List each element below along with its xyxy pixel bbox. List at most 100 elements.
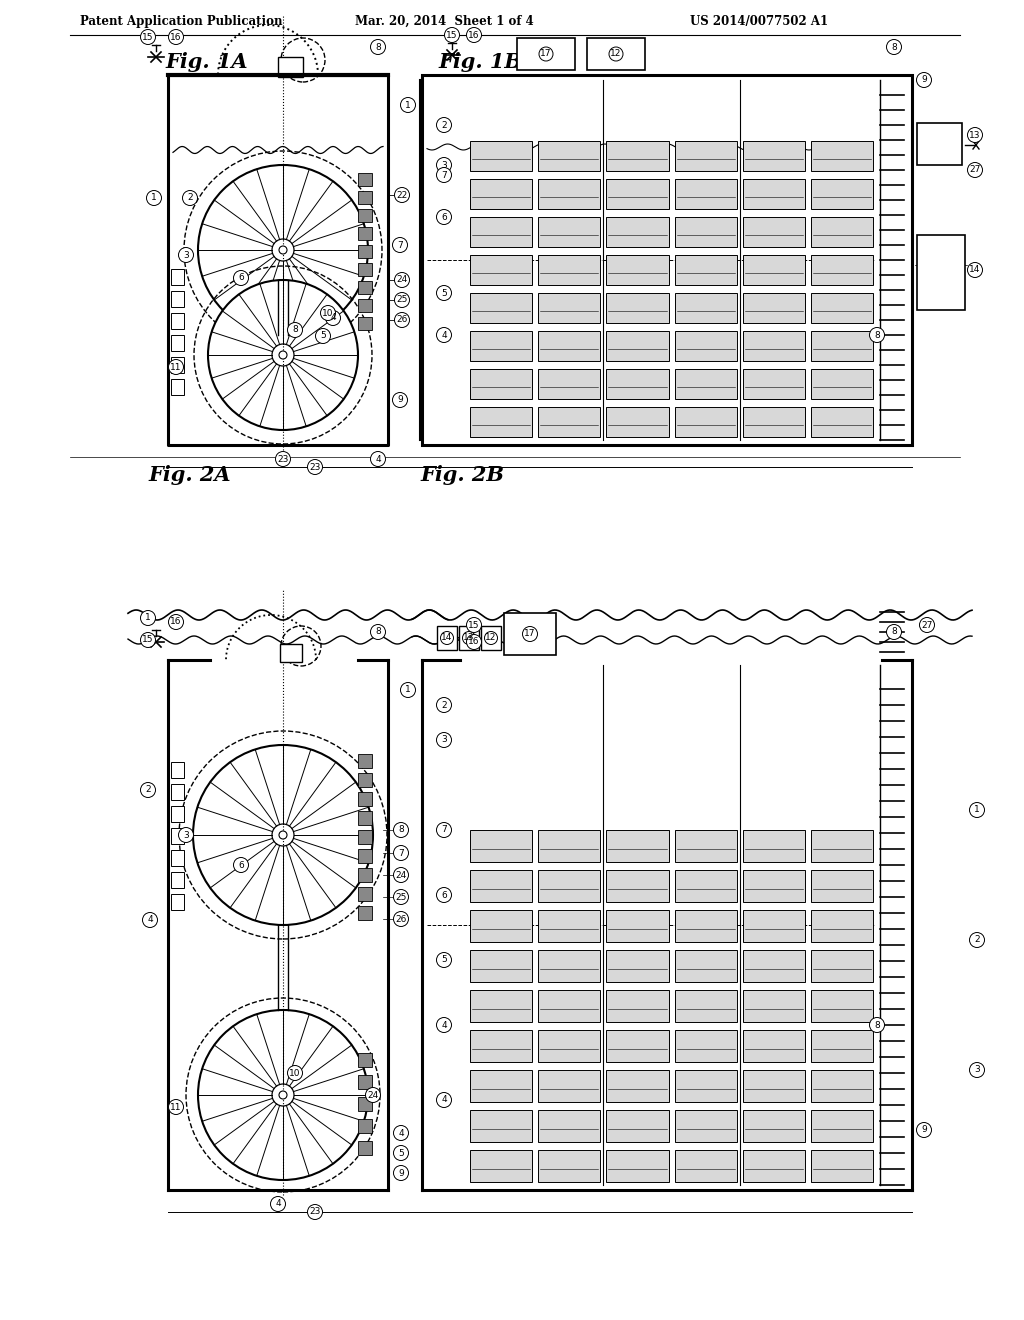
Bar [470, 950, 532, 982]
Text: 12: 12 [610, 49, 622, 58]
Bar [675, 1110, 736, 1142]
Text: 10: 10 [323, 309, 334, 318]
Text: 4: 4 [441, 1020, 446, 1030]
Bar [539, 909, 600, 942]
Text: 11: 11 [170, 1102, 181, 1111]
Text: 3: 3 [974, 1065, 980, 1074]
Circle shape [400, 682, 416, 697]
Circle shape [279, 1092, 287, 1100]
Text: 16: 16 [170, 618, 181, 627]
Text: 8: 8 [398, 825, 403, 834]
Text: 4: 4 [441, 1096, 446, 1105]
Text: 9: 9 [397, 396, 402, 404]
Circle shape [140, 29, 156, 45]
Circle shape [609, 48, 623, 61]
Bar [811, 830, 873, 862]
Bar [606, 255, 669, 285]
Bar [742, 407, 805, 437]
Bar [539, 830, 600, 862]
Bar [539, 370, 600, 399]
Circle shape [869, 1018, 885, 1032]
Text: 16: 16 [170, 33, 181, 41]
Text: 23: 23 [309, 462, 321, 471]
Bar [358, 849, 372, 863]
Circle shape [436, 327, 452, 342]
Bar [358, 810, 372, 825]
Bar [358, 869, 372, 882]
Bar [742, 216, 805, 247]
Circle shape [970, 932, 984, 948]
Circle shape [392, 238, 408, 252]
Text: Fig. 1A: Fig. 1A [165, 51, 248, 73]
Bar [675, 1030, 736, 1063]
Circle shape [436, 822, 452, 837]
Bar [811, 407, 873, 437]
Text: 5: 5 [321, 331, 326, 341]
Bar [606, 331, 669, 360]
Bar [539, 255, 600, 285]
Bar [675, 909, 736, 942]
Bar [811, 331, 873, 360]
Circle shape [392, 392, 408, 408]
Bar [358, 227, 372, 240]
Bar [811, 293, 873, 323]
Circle shape [279, 832, 287, 840]
Bar [675, 216, 736, 247]
Bar [470, 407, 532, 437]
Bar [470, 870, 532, 902]
Bar [470, 255, 532, 285]
Bar [171, 356, 184, 374]
Text: 24: 24 [395, 870, 407, 879]
Bar [811, 1030, 873, 1063]
Bar [358, 1119, 372, 1133]
Text: 2: 2 [441, 701, 446, 710]
Text: 8: 8 [292, 326, 298, 334]
Bar [470, 370, 532, 399]
Bar [606, 990, 669, 1022]
Circle shape [970, 1063, 984, 1077]
Text: 6: 6 [441, 213, 446, 222]
Bar [358, 209, 372, 222]
Text: 27: 27 [922, 620, 933, 630]
Bar [470, 990, 532, 1022]
Bar [918, 235, 965, 310]
Bar [280, 644, 302, 663]
Bar [358, 830, 372, 843]
Circle shape [463, 631, 475, 644]
Circle shape [321, 305, 336, 321]
Circle shape [436, 210, 452, 224]
Text: 4: 4 [375, 454, 381, 463]
Bar [742, 293, 805, 323]
Text: 15: 15 [142, 33, 154, 41]
Bar [470, 141, 532, 172]
Bar [481, 626, 501, 649]
Text: 6: 6 [239, 273, 244, 282]
Circle shape [467, 618, 481, 632]
Text: 8: 8 [874, 1020, 880, 1030]
Bar [675, 293, 736, 323]
Circle shape [467, 28, 481, 42]
Circle shape [436, 733, 452, 747]
Text: 8: 8 [375, 627, 381, 636]
Circle shape [467, 635, 481, 649]
Text: 14: 14 [970, 265, 981, 275]
Bar [742, 1071, 805, 1102]
Circle shape [233, 858, 249, 873]
Circle shape [970, 803, 984, 817]
Text: 13: 13 [463, 634, 475, 643]
Bar [171, 807, 184, 822]
Bar [606, 909, 669, 942]
Circle shape [393, 846, 409, 861]
Text: 9: 9 [922, 1126, 927, 1134]
Bar [470, 1110, 532, 1142]
Bar [358, 191, 372, 205]
Bar [742, 141, 805, 172]
Bar [470, 180, 532, 209]
Text: 22: 22 [396, 190, 408, 199]
Circle shape [436, 1093, 452, 1107]
Circle shape [307, 1204, 323, 1220]
Circle shape [916, 1122, 932, 1138]
Bar [742, 255, 805, 285]
Circle shape [178, 248, 194, 263]
Bar [606, 216, 669, 247]
